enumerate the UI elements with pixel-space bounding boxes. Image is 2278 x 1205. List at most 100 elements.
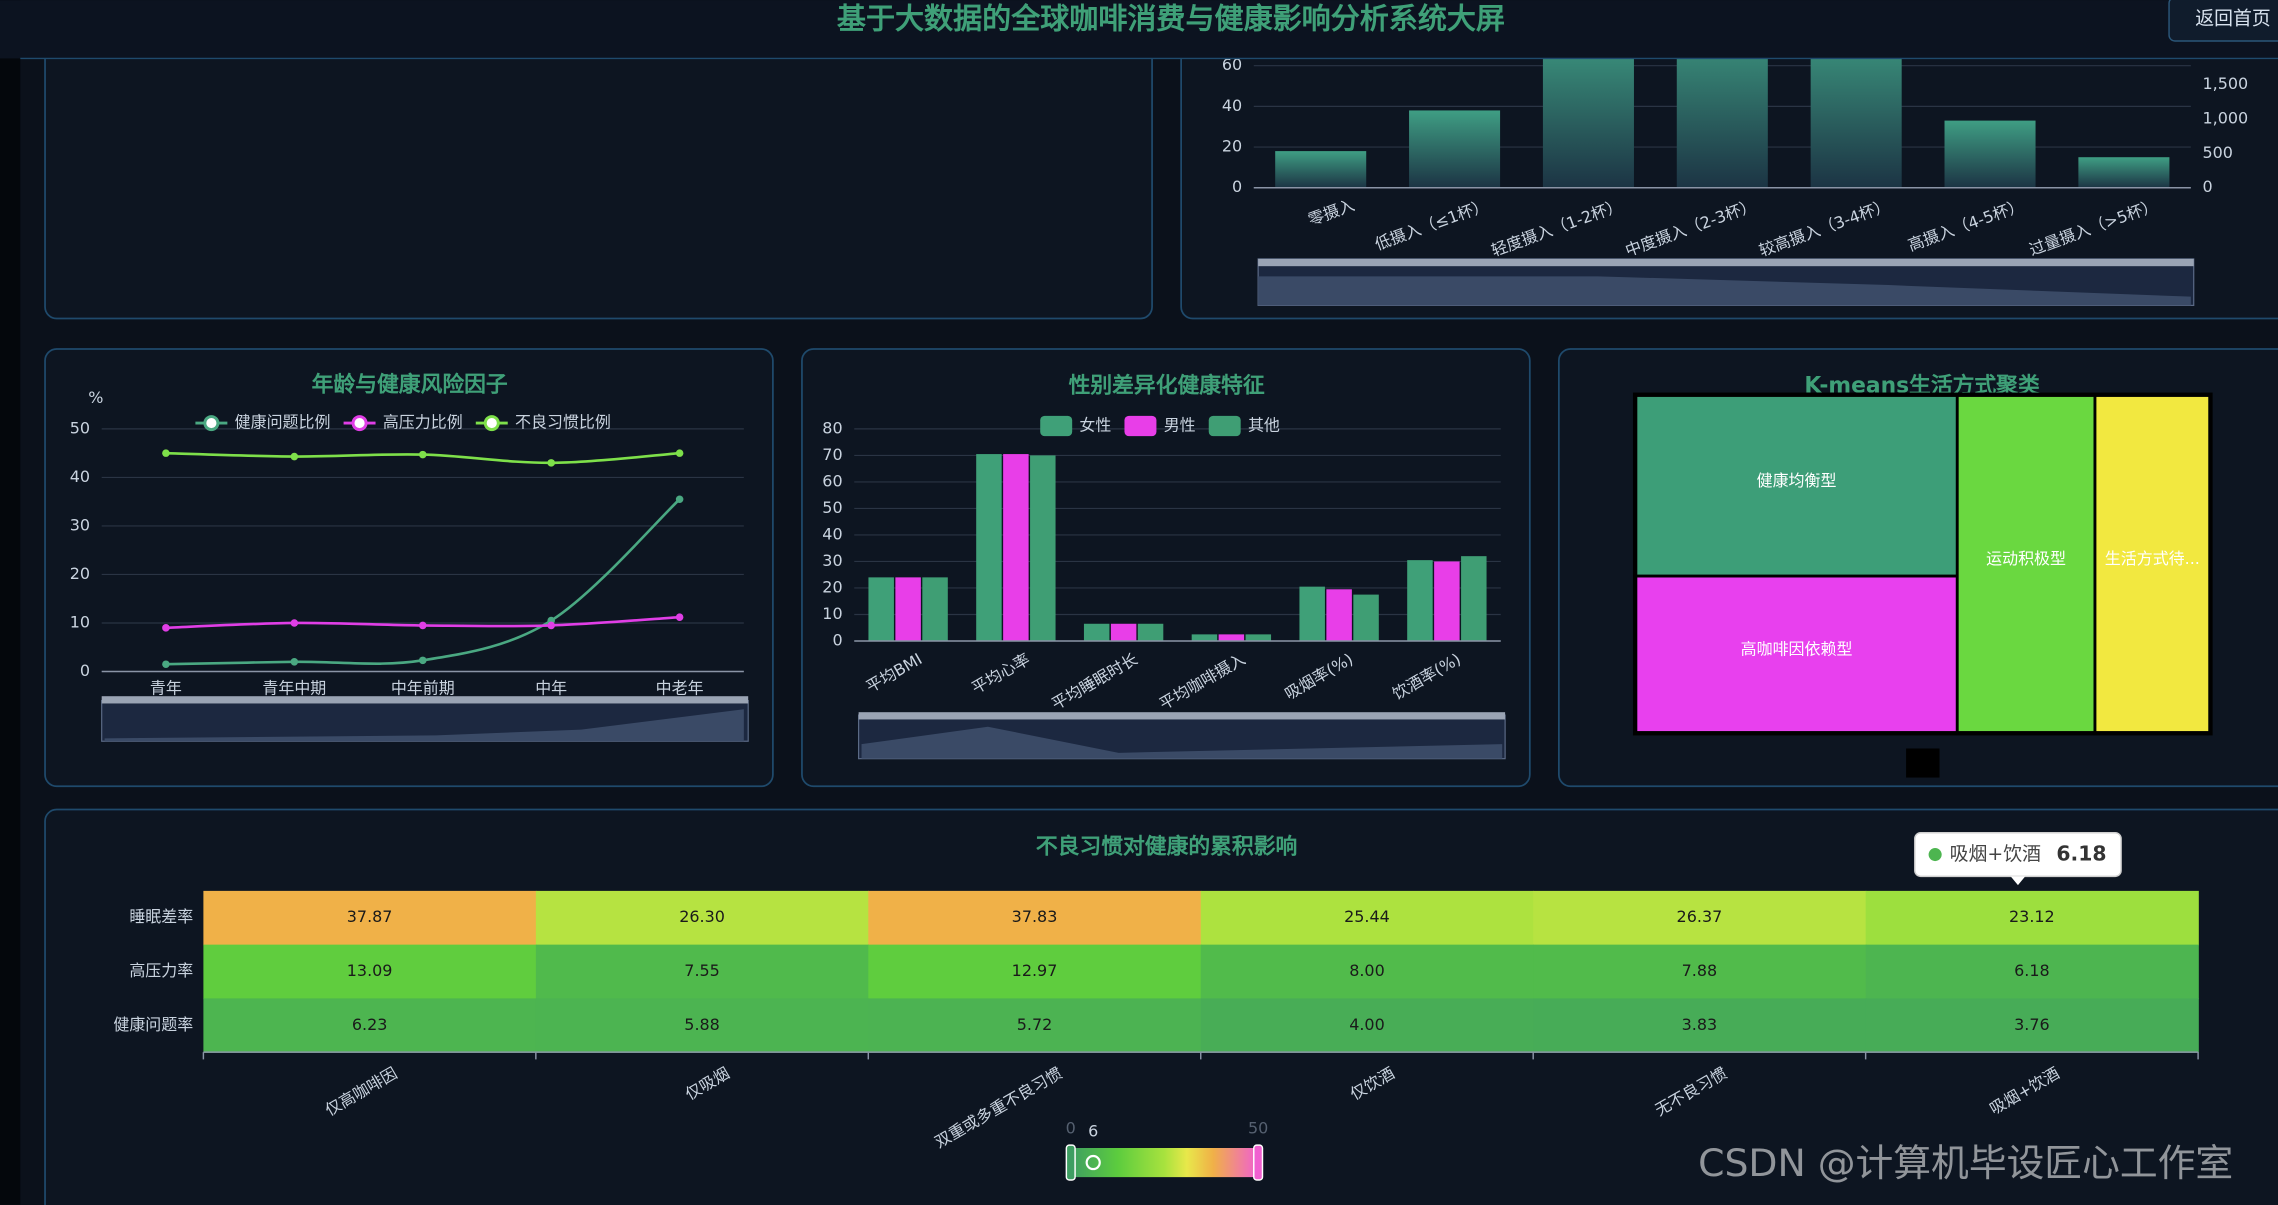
x-tick-label: 中年	[535, 678, 567, 697]
back-button[interactable]	[2168, 0, 2278, 42]
y-tick-label: 0	[80, 661, 90, 680]
y-tick-label: 500	[2202, 143, 2232, 162]
point	[675, 613, 684, 621]
x-tick-label: 青年中期	[262, 678, 326, 697]
cell-label: 37.87	[347, 907, 393, 926]
y-tick-label: 高压力率	[129, 961, 193, 980]
point	[162, 449, 170, 457]
point	[418, 621, 427, 630]
legend-label: 男性	[1164, 415, 1196, 434]
point	[162, 624, 170, 632]
y-tick-label: 1,000	[2202, 108, 2248, 127]
legend-marker	[483, 415, 500, 432]
heatmap-cell	[1533, 944, 1867, 1000]
visual-map-indicator	[1085, 1154, 1101, 1171]
y-axis-label: %	[88, 388, 103, 407]
heatmap-cell	[868, 944, 1202, 1000]
bar	[976, 454, 1002, 641]
heatmap-cell	[1200, 998, 1534, 1053]
bar	[1326, 589, 1352, 641]
tooltip-name: 吸烟+饮酒	[1950, 843, 2041, 865]
x-tick-label: 中年前期	[391, 678, 455, 697]
bar	[1083, 623, 1110, 641]
cell-label: 7.55	[684, 961, 720, 980]
heatmap-cell	[868, 998, 1202, 1053]
cell-label: 5.72	[1017, 1015, 1053, 1034]
zoom-slider-bar	[858, 712, 1506, 720]
y-tick-label: 20	[70, 564, 90, 583]
chart-title: 年龄与健康风险因子	[312, 371, 508, 397]
legend-label: 高压力比例	[383, 413, 463, 432]
legend-marker	[1208, 415, 1241, 437]
chart-title: 不良习惯对健康的累积影响	[1036, 833, 1297, 859]
y-tick-label: 1,500	[2202, 74, 2248, 93]
bar	[1407, 560, 1433, 641]
y-tick-label: 0	[2202, 177, 2212, 196]
cell-label: 6.23	[352, 1015, 388, 1034]
cell-label: 12.97	[1012, 961, 1058, 980]
heatmap-cell	[868, 890, 1202, 946]
y-tick-label: 80	[822, 418, 842, 437]
panel	[44, 348, 774, 788]
point	[418, 450, 427, 459]
y-tick-label: 50	[822, 498, 842, 517]
y-tick-label: 10	[70, 612, 90, 631]
y-tick-label: 睡眠差率	[129, 907, 193, 926]
point	[418, 656, 427, 665]
treemap-cell	[1637, 396, 1956, 575]
heatmap-cell	[203, 944, 537, 1000]
heatmap-cell	[1865, 890, 2199, 946]
bar	[1003, 454, 1029, 641]
back-button-label[interactable]: 返回首页	[2195, 8, 2271, 30]
bar	[922, 577, 948, 641]
treemap-label: 运动积极型	[1986, 549, 2066, 568]
heatmap-cell	[1865, 998, 2199, 1053]
bar	[868, 577, 894, 641]
legend-label: 不良习惯比例	[515, 413, 611, 432]
left-edge	[0, 0, 21, 1205]
bar	[1110, 623, 1137, 641]
y-tick-label: 20	[822, 577, 842, 596]
point	[675, 449, 684, 457]
cell-label: 26.37	[1677, 907, 1723, 926]
panel	[44, 43, 1153, 320]
heatmap-cell	[1533, 998, 1867, 1053]
cell-label: 13.09	[347, 961, 393, 980]
heatmap-cell	[1533, 890, 1867, 946]
bar	[1191, 634, 1218, 641]
heatmap-cell	[203, 998, 537, 1053]
cell-label: 23.12	[2009, 907, 2055, 926]
visual-map-value: 6	[1088, 1122, 1098, 1141]
cell-label: 25.44	[1344, 907, 1390, 926]
point	[547, 459, 555, 467]
zoom-slider-bar	[101, 696, 749, 704]
legend-marker	[1124, 415, 1157, 437]
y-tick-label: 0	[832, 630, 842, 649]
point	[675, 495, 684, 504]
legend-marker	[203, 415, 220, 432]
point	[547, 621, 555, 630]
page-title: 基于大数据的全球咖啡消费与健康影响分析系统大屏	[837, 2, 1505, 36]
y-tick-label: 0	[1232, 177, 1242, 196]
heatmap-cell	[1865, 944, 2199, 1000]
bar	[1275, 151, 1367, 188]
y-tick-label: 健康问题率	[113, 1015, 193, 1034]
y-tick-label: 70	[822, 445, 842, 464]
heatmap-cell	[535, 944, 870, 1000]
legend-label: 女性	[1079, 415, 1111, 434]
visual-map-max: 50	[1248, 1119, 1268, 1138]
bar	[1944, 120, 2036, 188]
bar	[1434, 561, 1460, 641]
point	[162, 660, 170, 669]
y-tick-label: 30	[70, 515, 90, 534]
legend-marker	[351, 415, 368, 432]
visual-map-handle	[1065, 1144, 1076, 1181]
legend-marker	[1040, 415, 1073, 437]
y-tick-label: 40	[1222, 96, 1242, 115]
zoom-slider-shadow	[1258, 276, 2191, 306]
tooltip-dot	[1928, 848, 1942, 862]
tooltip-arrow	[2010, 876, 2026, 886]
y-tick-label: 10	[822, 604, 842, 623]
header-bar	[0, 0, 2278, 59]
